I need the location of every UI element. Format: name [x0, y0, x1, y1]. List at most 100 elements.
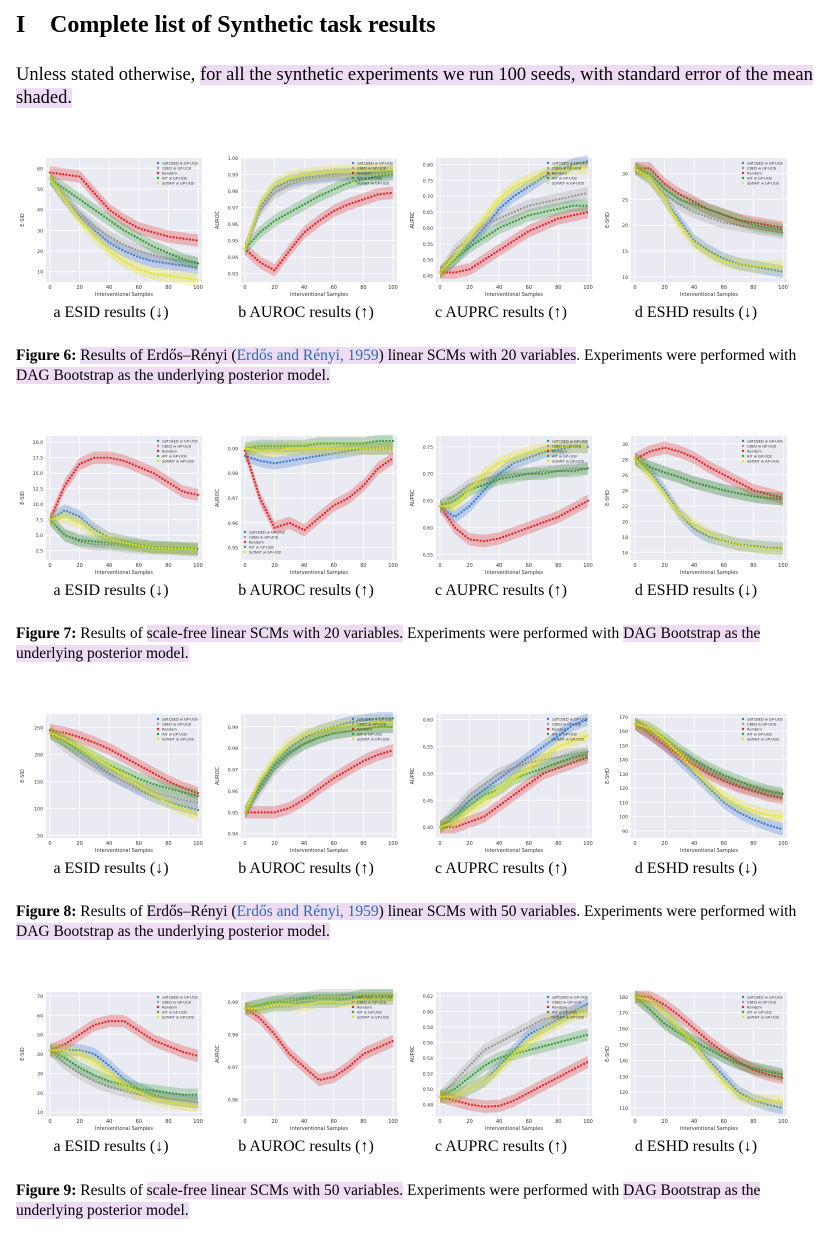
legend-label: AIT w GP-UCB — [249, 546, 274, 550]
x-tick-label: 100 — [778, 841, 788, 847]
x-tick-label: 40 — [106, 1119, 112, 1125]
x-tick-label: 0 — [633, 563, 636, 569]
section-heading: I Complete list of Synthetic task results — [16, 12, 436, 39]
legend-label: Random — [552, 450, 567, 454]
y-tick-label: 22 — [622, 504, 628, 510]
y-tick-label: 40 — [37, 208, 43, 214]
x-tick-label: 60 — [721, 841, 727, 847]
citation-link[interactable]: Erdős and Rényi, 1959 — [236, 347, 379, 364]
legend-label: Random — [552, 728, 567, 732]
series-line — [48, 177, 200, 265]
series-line — [438, 1010, 590, 1098]
subfigure-caption: b AUROC results (↑) — [238, 304, 374, 321]
legend-marker — [546, 444, 550, 448]
x-tick-label: 80 — [165, 563, 171, 569]
series-band — [440, 713, 588, 834]
series-band — [635, 453, 783, 506]
y-tick-label: 50 — [37, 187, 43, 193]
series-line — [243, 447, 395, 465]
x-tick-label: 100 — [583, 563, 593, 569]
series-line — [633, 167, 785, 232]
y-tick-label: 0.97 — [228, 496, 238, 502]
figure-label: Figure 8: — [16, 903, 77, 920]
x-tick-label: 80 — [555, 841, 561, 847]
legend-label: SoftAIT w GP-UCB — [747, 460, 779, 464]
x-axis-label: Interventional Samples — [95, 570, 153, 576]
x-tick-label: 0 — [438, 1119, 441, 1125]
series-line — [438, 191, 590, 274]
y-tick-label: 0.50 — [423, 258, 433, 264]
series-band — [50, 513, 198, 557]
series-band — [440, 462, 588, 513]
y-axis-label: AUROC — [215, 767, 221, 785]
legend-label: CBED w GP-UCB — [747, 445, 777, 449]
legend-label: Random — [249, 541, 264, 545]
subfigure-panel: 90 100 110 120 130 140 150 160 170 0 20 40 60 80 100 In… — [601, 708, 791, 898]
legend-label: softCBED w GP-UCB — [552, 162, 588, 166]
x-tick-label: 40 — [691, 1119, 697, 1125]
legend-label: CBED w GP-UCB — [747, 167, 777, 171]
legend-marker — [156, 449, 160, 453]
series-line — [48, 456, 200, 521]
series-band — [50, 513, 198, 556]
x-tick-label: 40 — [496, 285, 502, 291]
series-band — [440, 1005, 588, 1103]
series-line — [243, 1007, 395, 1082]
legend-label: softCBED w GP-UCB — [357, 718, 393, 722]
series-band — [50, 172, 198, 274]
y-tick-label: 0.94 — [228, 255, 238, 261]
x-tick-label: 60 — [136, 563, 142, 569]
y-tick-label: 5.0 — [36, 533, 43, 539]
y-tick-label: 1.00 — [228, 156, 238, 162]
legend-marker — [156, 444, 160, 448]
x-axis-label: Interventional Samples — [290, 292, 348, 298]
legend-marker — [351, 166, 355, 170]
y-axis-label: AUROC — [215, 489, 221, 507]
x-tick-label: 40 — [301, 563, 307, 569]
legend-marker — [351, 732, 355, 736]
y-tick-label: 12.5 — [33, 487, 43, 493]
y-tick-label: 50 — [37, 1033, 43, 1039]
x-tick-label: 60 — [526, 841, 532, 847]
y-tick-label: 0.97 — [228, 1065, 238, 1071]
legend-marker — [243, 550, 247, 554]
legend-marker — [156, 166, 160, 170]
legend-marker — [546, 171, 550, 175]
legend-marker — [351, 171, 355, 175]
section-title: Complete list of Synthetic task results — [50, 12, 436, 38]
y-tick-label: 200 — [34, 752, 43, 758]
legend-marker — [156, 995, 160, 999]
y-tick-label: 0.60 — [423, 526, 433, 532]
x-tick-label: 20 — [466, 285, 472, 291]
x-tick-label: 60 — [526, 1119, 532, 1125]
y-tick-label: 0.58 — [423, 1025, 433, 1031]
y-tick-label: 0.55 — [423, 553, 433, 559]
legend-label: Random — [747, 728, 762, 732]
subfigure-caption: a ESID results (↓) — [53, 1138, 169, 1155]
citation-link[interactable]: Erdős and Rényi, 1959 — [236, 903, 379, 920]
legend-marker — [741, 732, 745, 736]
x-tick-label: 0 — [48, 1119, 51, 1125]
y-tick-label: 0.65 — [423, 210, 433, 216]
x-tick-label: 40 — [106, 841, 112, 847]
series-band — [440, 729, 588, 834]
y-tick-label: 7.5 — [36, 518, 43, 524]
line-chart: 0.45 0.50 0.55 0.60 0.65 0.70 0.75 0.80 0 20 40 60 8… — [410, 154, 593, 298]
subfigure-panel: 0.94 0.95 0.96 0.97 0.98 0.99 0 20 40 60 80 100 Inte… — [211, 708, 401, 898]
y-tick-label: 30 — [37, 1071, 43, 1077]
series-line — [243, 170, 395, 251]
x-tick-label: 20 — [76, 285, 82, 291]
series-line — [633, 995, 785, 1103]
subfigure-caption: a ESID results (↓) — [53, 860, 169, 877]
x-tick-label: 40 — [691, 563, 697, 569]
subfigure-caption: b AUROC results (↑) — [238, 582, 374, 599]
x-tick-label: 40 — [691, 841, 697, 847]
y-tick-label: 0.54 — [423, 1056, 433, 1062]
x-axis-label: Interventional Samples — [485, 570, 543, 576]
y-tick-label: 60 — [37, 166, 43, 172]
